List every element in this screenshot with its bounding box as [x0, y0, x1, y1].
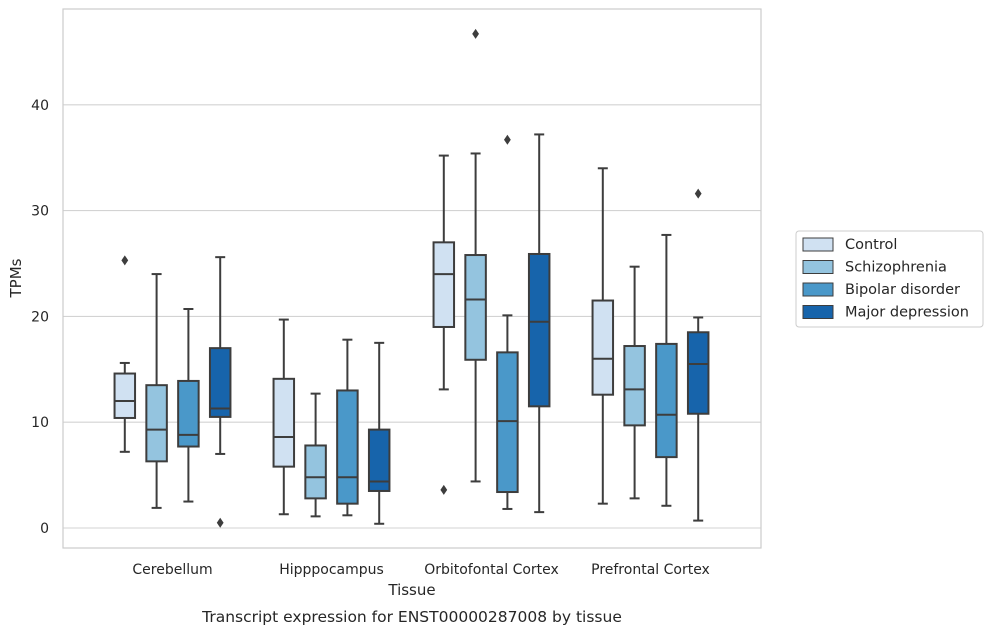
- x-tick-labels: Cerebellum Hipppocampus Orbitofontal Corte…: [132, 562, 709, 578]
- outlier-point-0: [121, 255, 129, 266]
- outlier-point-0: [472, 28, 479, 39]
- box-iqr: [432, 241, 456, 328]
- x-tick-label-2: Orbitofontal Cortex: [424, 562, 559, 578]
- box-0-0: [113, 255, 137, 453]
- box-iqr: [272, 377, 296, 468]
- outlier-point-0: [440, 484, 448, 495]
- legend: Control Schizophrenia Bipolar disorder Majo…: [795, 230, 984, 328]
- box-groups: [113, 28, 710, 528]
- y-tick-label-0: 0: [40, 521, 49, 537]
- box-iqr: [336, 389, 359, 505]
- box-iqr: [623, 345, 646, 427]
- box-iqr: [113, 372, 137, 419]
- y-axis-label: TPMs: [7, 258, 25, 298]
- x-tick-label-1: Hipppocampus: [279, 562, 384, 578]
- box-1-1: [304, 392, 327, 518]
- box-2-0: [177, 307, 200, 503]
- box-3-1: [367, 341, 391, 525]
- box-3-3: [686, 188, 710, 522]
- y-tick-label-20: 20: [31, 309, 49, 325]
- box-1-2: [464, 28, 487, 483]
- box-1-0: [145, 273, 168, 509]
- box-1-3: [623, 265, 646, 500]
- legend-swatch-0: [802, 237, 834, 252]
- legend-label-3: Major depression: [845, 305, 969, 321]
- box-0-2: [432, 154, 456, 495]
- box-iqr: [527, 252, 551, 408]
- legend-swatch-2: [802, 282, 834, 297]
- legend-swatch-1: [802, 260, 834, 274]
- legend-label-2: Bipolar disorder: [845, 282, 960, 298]
- box-2-1: [336, 338, 359, 517]
- box-iqr: [145, 384, 168, 463]
- x-axis-label: Tissue: [387, 581, 435, 599]
- legend-frame: [795, 230, 984, 328]
- legend-swatch-3: [802, 305, 834, 319]
- box-iqr: [208, 347, 232, 418]
- legend-label-0: Control: [845, 237, 897, 253]
- x-tick-label-0: Cerebellum: [132, 562, 212, 578]
- box-2-3: [655, 233, 678, 507]
- x-tick-label-3: Prefrontal Cortex: [591, 562, 710, 578]
- box-0-3: [591, 167, 615, 505]
- chart-caption: Transcript expression for ENST0000028700…: [201, 608, 622, 626]
- box-iqr: [304, 444, 327, 500]
- outlier-point-0: [216, 517, 224, 528]
- legend-label-1: Schizophrenia: [845, 260, 947, 276]
- plot-frame: [62, 8, 762, 549]
- box-iqr: [177, 379, 200, 448]
- box-iqr: [496, 351, 519, 494]
- box-iqr: [591, 299, 615, 396]
- y-tick-label-10: 10: [31, 415, 49, 431]
- box-iqr: [655, 342, 678, 459]
- box-3-0: [208, 256, 232, 528]
- box-iqr: [367, 428, 391, 492]
- box-3-2: [527, 133, 551, 514]
- y-tick-labels: 0 10 20 30 40: [31, 98, 49, 537]
- y-tick-label-40: 40: [31, 98, 49, 114]
- outlier-point-0: [504, 134, 511, 145]
- box-iqr: [686, 331, 710, 415]
- gridlines: [63, 104, 761, 529]
- outlier-point-0: [694, 188, 702, 199]
- y-tick-label-30: 30: [31, 204, 49, 220]
- box-2-2: [496, 134, 519, 510]
- box-iqr: [464, 254, 487, 361]
- box-0-1: [272, 318, 296, 516]
